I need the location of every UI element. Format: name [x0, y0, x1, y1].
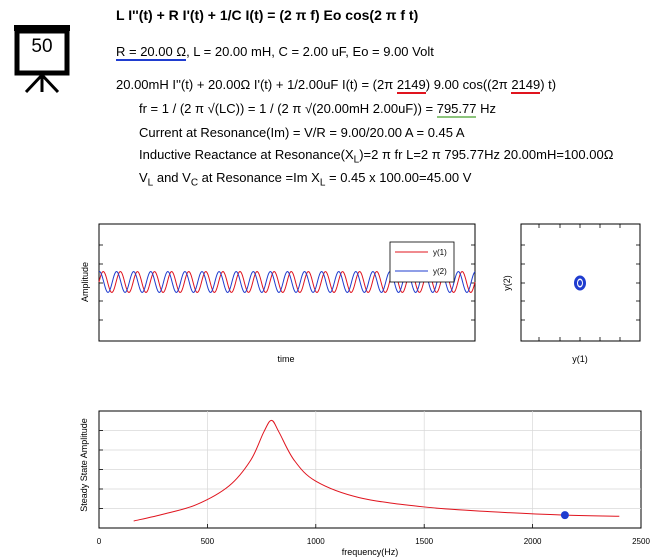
phase-orbit [574, 275, 586, 291]
phase-x-label: y(1) [572, 354, 588, 364]
charts-area: y(1) y(2) time Amplitude y(1) y(2) 0 500 1… [79, 223, 650, 557]
frequency-axis-label: frequency(Hz) [342, 547, 399, 557]
series-y2-line [98, 271, 476, 293]
time-axis-label: time [277, 354, 294, 364]
x-tick-label: 500 [201, 537, 215, 546]
time-series-chart: y(1) y(2) time Amplitude [80, 223, 476, 364]
legend-y1-label: y(1) [433, 248, 447, 257]
voltage-line: VL and VC at Resonance =Im XL = 0.45 x 1… [139, 170, 472, 189]
resonance-frequency-line: fr = 1 / (2 π √(LC)) = 1 / (2 π √(20.00m… [139, 101, 496, 118]
amplitude-curve [133, 419, 620, 522]
current-line: Current at Resonance(Im) = V/R = 9.00/20… [139, 125, 465, 140]
drive-frequency: 2149 [396, 77, 426, 94]
resonance-frequency-value: 795.77 [436, 101, 477, 118]
phase-point [578, 280, 582, 286]
phase-portrait-chart: y(1) y(2) [502, 223, 641, 364]
x-tick-label: 2000 [524, 537, 542, 546]
drive-frequency-marker [560, 511, 569, 520]
x-tick-label: 1500 [415, 537, 433, 546]
drive-frequency-2: 2149 [511, 77, 541, 94]
amplitude-axis-label: Amplitude [80, 262, 90, 302]
equation-title: L I''(t) + R I'(t) + 1/C I(t) = (2 π f) … [116, 7, 419, 23]
parameters-line: R = 20.00 Ω, L = 20.00 mH, C = 2.00 uF, … [116, 44, 434, 61]
presentation-board-icon [8, 22, 76, 94]
x-tick-label: 1000 [307, 537, 325, 546]
x-tick-label: 2500 [632, 537, 650, 546]
phase-y-label: y(2) [502, 275, 512, 291]
ode-line: 20.00mH I''(t) + 20.00Ω I'(t) + 1/2.00uF… [116, 77, 557, 94]
frequency-response-chart: 0 500 1000 1500 2000 2500 frequency(Hz) Stead… [79, 410, 650, 557]
resistance-value: R = 20.00 Ω [116, 44, 187, 61]
reactance-line: Inductive Reactance at Resonance(XL)=2 π… [139, 147, 614, 166]
legend-y2-label: y(2) [433, 267, 447, 276]
x-tick-label: 0 [97, 537, 102, 546]
badge-number: 50 [31, 36, 53, 57]
steady-state-axis-label: Steady State Amplitude [79, 418, 89, 512]
legend-box [389, 241, 455, 283]
